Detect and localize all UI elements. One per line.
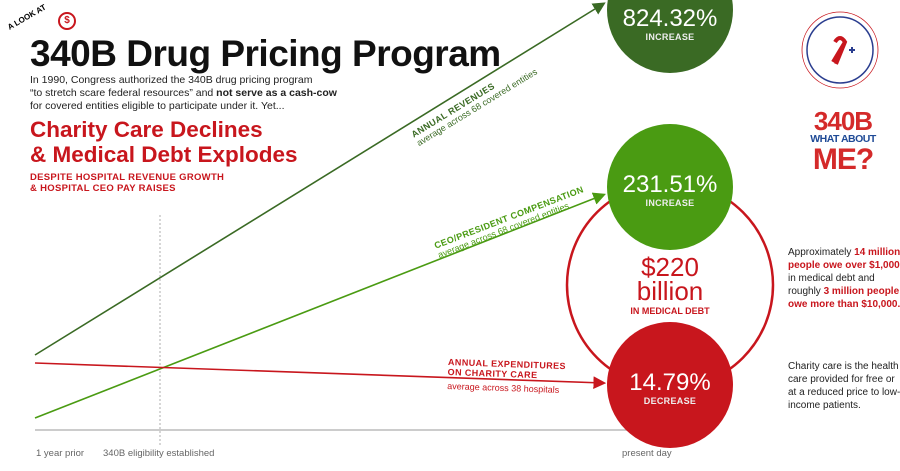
campaign-logo: 340B WHAT ABOUT ME? bbox=[808, 108, 878, 175]
charity-care-definition: Charity care is the health care provided… bbox=[788, 361, 900, 411]
ceo-change-circle bbox=[607, 124, 733, 250]
fact-text: Approximately bbox=[788, 247, 855, 258]
revenues-change-label: 824.32% INCREASE bbox=[607, 5, 733, 43]
adap-advocacy-logo bbox=[801, 11, 879, 89]
headline-line-2: & Medical Debt Explodes bbox=[30, 142, 298, 167]
campaign-logo-340b: 340B bbox=[813, 106, 873, 136]
revenues-change-circle bbox=[607, 0, 733, 73]
campaign-logo-what-about: WHAT ABOUT bbox=[810, 133, 876, 145]
change-value: 824.32% bbox=[622, 5, 718, 32]
charity-change-circle bbox=[607, 322, 733, 448]
intro-line-2: “to stretch scare federal resources” and… bbox=[30, 87, 337, 100]
intro-text: In 1990, Congress authorized the 340B dr… bbox=[30, 74, 337, 113]
change-direction: INCREASE bbox=[645, 32, 695, 42]
fact-highlight: 14 million people owe over $1,000 bbox=[788, 247, 900, 271]
change-value: 231.51% bbox=[622, 171, 718, 198]
series-line-revenues bbox=[34, 2, 606, 356]
series-line-charity-care bbox=[34, 362, 607, 390]
ceo-change-label: 231.51% INCREASE bbox=[607, 171, 733, 209]
debt-label: IN MEDICAL DEBT bbox=[630, 306, 710, 316]
medical-debt-facts: Approximately 14 million people owe over… bbox=[788, 246, 900, 311]
intro-line-1: In 1990, Congress authorized the 340B dr… bbox=[30, 74, 313, 86]
subheadline-line-2: & HOSPITAL CEO PAY RAISES bbox=[30, 183, 176, 194]
dollar-magnifier-icon: $ bbox=[58, 12, 76, 30]
subheadline-line-1: DESPITE HOSPITAL REVENUE GROWTH bbox=[30, 172, 225, 183]
page-title: 340B Drug Pricing Program bbox=[30, 33, 501, 74]
series-label-charity: ANNUAL EXPENDITURES ON CHARITY CARE aver… bbox=[447, 357, 566, 395]
medical-debt-callout: $220 billion IN MEDICAL DEBT bbox=[608, 252, 732, 316]
subheadline: DESPITE HOSPITAL REVENUE GROWTH & HOSPIT… bbox=[30, 172, 224, 194]
series-line-ceo-compensation bbox=[34, 192, 606, 419]
x-tick-label: 1 year prior bbox=[36, 448, 85, 459]
intro-emphasis: not serve as a cash-cow bbox=[216, 87, 337, 99]
campaign-logo-me: ME? bbox=[812, 142, 874, 176]
fact-highlight: 3 million people owe more than $10,000. bbox=[788, 286, 900, 310]
x-tick-label: 340B eligibility established bbox=[103, 448, 215, 459]
fact-text: in medical debt and roughly bbox=[788, 273, 875, 297]
headline-line-1: Charity Care Declines bbox=[30, 117, 263, 142]
intro-line-3: for covered entities eligible to partici… bbox=[30, 100, 285, 112]
headline: Charity Care Declines & Medical Debt Exp… bbox=[30, 117, 298, 167]
debt-unit: billion bbox=[636, 276, 704, 306]
charity-change-label: 14.79% DECREASE bbox=[607, 369, 733, 407]
change-direction: INCREASE bbox=[645, 198, 695, 208]
change-direction: DECREASE bbox=[643, 396, 697, 406]
change-value: 14.79% bbox=[629, 369, 711, 396]
intro-quote: “to stretch scare federal resources” and bbox=[30, 87, 217, 99]
x-tick-label: present day bbox=[622, 448, 672, 459]
debt-amount: $220 bbox=[641, 252, 699, 282]
